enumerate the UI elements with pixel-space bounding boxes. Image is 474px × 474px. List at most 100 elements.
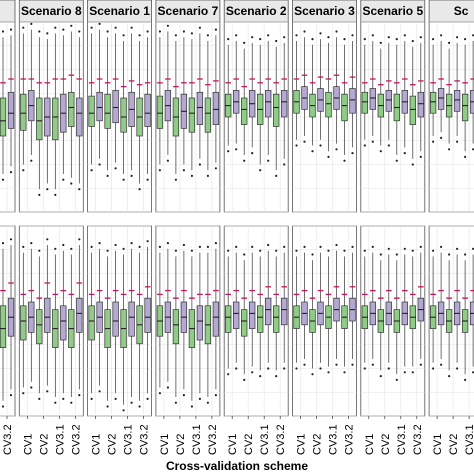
box-iqr: [0, 305, 7, 348]
outlier-point: [456, 247, 459, 250]
outlier-point: [98, 163, 101, 166]
outlier-point: [182, 243, 185, 247]
outlier-point: [275, 375, 278, 378]
outlier-point: [98, 390, 101, 393]
outlier-point: [70, 182, 73, 185]
box: [281, 36, 288, 166]
outlier-point: [440, 34, 443, 37]
box: [301, 245, 308, 366]
x-tick-label: CV3.2: [412, 424, 424, 455]
x-tick-label: CV1: [91, 434, 103, 455]
outlier-point: [206, 174, 209, 177]
box: [453, 247, 461, 370]
box-iqr: [7, 91, 15, 129]
box-iqr: [281, 297, 288, 326]
box: [180, 30, 188, 172]
box: [60, 243, 67, 400]
box: [144, 240, 151, 400]
box-iqr: [409, 95, 416, 125]
x-tick-label: CV2: [38, 434, 50, 455]
outlier-point: [174, 401, 177, 404]
outlier-point: [138, 405, 141, 408]
outlier-point: [138, 34, 141, 37]
outlier-point: [62, 178, 65, 181]
box: [96, 22, 103, 166]
box: [417, 36, 424, 158]
x-tick-label: CV1: [432, 434, 444, 455]
outlier-point: [46, 238, 49, 241]
outlier-point: [106, 405, 109, 408]
outlier-point: [30, 159, 33, 162]
box-iqr: [36, 309, 43, 345]
outlier-point: [158, 245, 161, 248]
x-axis-title: Cross-validation scheme: [166, 459, 308, 473]
outlier-point: [206, 401, 209, 404]
outlier-point: [283, 163, 286, 166]
box: [52, 247, 59, 404]
outlier-point: [22, 392, 25, 395]
outlier-point: [267, 243, 270, 247]
outlier-point: [190, 249, 193, 252]
box-iqr: [225, 305, 232, 333]
facet-label: Scenario 8: [21, 4, 82, 18]
outlier-point: [403, 371, 406, 374]
facet-panel: [223, 21, 289, 213]
outlier-point: [78, 394, 81, 397]
outlier-point: [138, 188, 141, 191]
outlier-point: [114, 167, 117, 170]
facet-label: Sc: [454, 4, 469, 18]
facet-panel: [87, 225, 152, 417]
outlier-point: [363, 367, 366, 370]
outlier-point: [106, 249, 109, 252]
outlier-point: [38, 397, 41, 400]
outlier-point: [62, 28, 65, 31]
box: [325, 36, 332, 158]
box: [28, 22, 35, 162]
outlier-point: [235, 34, 238, 37]
box: [212, 242, 220, 397]
outlier-point: [227, 249, 230, 252]
box: [164, 24, 172, 162]
outlier-point: [9, 28, 13, 31]
box: [309, 38, 316, 153]
outlier-point: [158, 169, 161, 172]
box-iqr: [429, 91, 437, 114]
box-iqr: [88, 305, 95, 341]
outlier-point: [146, 30, 149, 33]
outlier-point: [138, 245, 141, 248]
box-iqr: [20, 93, 27, 131]
outlier-point: [464, 378, 467, 381]
outlier-point: [114, 397, 117, 400]
outlier-point: [379, 253, 382, 256]
outlier-point: [1, 405, 5, 408]
x-tick-label: CV3.1: [259, 424, 271, 455]
outlier-point: [387, 144, 390, 147]
outlier-point: [182, 394, 185, 397]
outlier-point: [403, 247, 406, 250]
box: [445, 41, 453, 151]
outlier-point: [275, 249, 278, 252]
outlier-point: [259, 169, 262, 172]
outlier-point: [343, 371, 346, 374]
outlier-point: [30, 242, 33, 245]
outlier-point: [319, 367, 322, 370]
outlier-point: [411, 39, 414, 43]
outlier-point: [351, 152, 354, 155]
box-iqr: [385, 90, 392, 112]
box: [265, 34, 272, 162]
box: [293, 249, 300, 370]
box: [52, 26, 59, 196]
box-iqr: [112, 90, 119, 124]
outlier-point: [243, 378, 246, 381]
outlier-point: [70, 401, 73, 404]
box: [120, 247, 127, 412]
outlier-point: [343, 38, 346, 41]
outlier-point: [403, 34, 406, 37]
outlier-point: [283, 367, 286, 370]
facet-panel: [360, 225, 426, 417]
box: [112, 26, 119, 170]
outlier-point: [130, 174, 133, 177]
box-iqr: [196, 305, 204, 341]
box: [36, 30, 43, 196]
box-iqr: [156, 95, 164, 129]
